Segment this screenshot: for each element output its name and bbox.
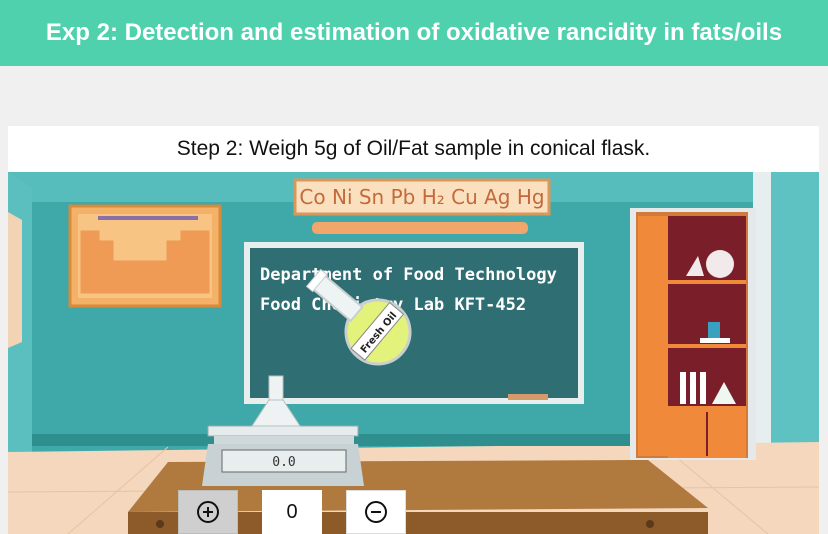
step-instruction: Step 2: Weigh 5g of Oil/Fat sample in co… [176, 137, 651, 160]
conical-flask [251, 375, 301, 427]
plus-circle-icon [197, 501, 219, 523]
lab-shelf [630, 208, 756, 460]
element-symbols-text: Co Ni Sn Pb H₂ Cu Ag Hg [299, 185, 544, 209]
experiment-panel: Step 2: Weigh 5g of Oil/Fat sample in co… [8, 126, 819, 534]
app-title: Exp 2: Detection and estimation of oxida… [45, 19, 783, 46]
lab-scene: Co Ni Sn Pb H₂ Cu Ag Hg Department of Fo… [8, 172, 819, 534]
minus-circle-icon [365, 501, 387, 523]
periodic-table-poster [68, 204, 222, 308]
app-header: Exp 2: Detection and estimation of oxida… [0, 0, 828, 66]
weight-counter: 0 [262, 490, 322, 534]
weighing-scale: 0.0 [202, 425, 364, 486]
chalkboard: Department of Food Technology Food Chemi… [244, 242, 584, 404]
increase-weight-button[interactable] [178, 490, 238, 534]
fresh-oil-bottle[interactable]: Fresh Oil [293, 253, 423, 377]
board-line-1: Department of Food Technology [260, 265, 557, 285]
element-symbols-banner: Co Ni Sn Pb H₂ Cu Ag Hg [293, 178, 551, 234]
scale-reading: 0.0 [272, 455, 295, 470]
decrease-weight-button[interactable] [346, 490, 406, 534]
